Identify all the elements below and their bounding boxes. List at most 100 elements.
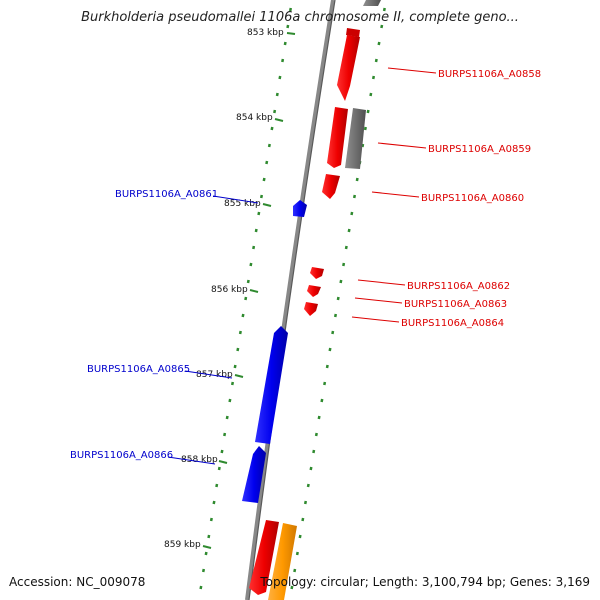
minor-tick-inner: [238, 330, 242, 335]
minor-tick-outer: [328, 347, 332, 352]
minor-tick-outer: [344, 245, 348, 250]
minor-tick-inner: [252, 245, 256, 250]
minor-tick-outer: [350, 211, 354, 216]
gene-label-a0864[interactable]: BURPS1106A_A0864: [401, 318, 504, 329]
gene-features: [242, 0, 381, 600]
minor-tick-inner: [259, 194, 264, 199]
gene-arrow-a0865[interactable]: [255, 326, 288, 444]
minor-tick-outer: [309, 466, 313, 471]
gene-label-a0865[interactable]: BURPS1106A_A0865: [87, 364, 190, 375]
accession-text: Accession: NC_009078: [9, 575, 145, 589]
gene-label-a0863[interactable]: BURPS1106A_A0863: [404, 299, 507, 310]
minor-tick-inner: [204, 551, 208, 556]
gene-label-a0860[interactable]: BURPS1106A_A0860: [421, 193, 524, 204]
gene-arrow-orange-bottom[interactable]: [268, 523, 297, 600]
leader-line-a0862: [357, 279, 406, 286]
minor-tick-outer: [317, 415, 321, 420]
minor-tick-inner: [267, 143, 271, 148]
gene-label-a0859[interactable]: BURPS1106A_A0859: [428, 144, 531, 155]
minor-tick-outer: [298, 534, 302, 539]
ruler: 853 kbp 854 kbp 855 kbp 856 kbp 857 kbp …: [164, 28, 296, 550]
minor-tick-outer: [369, 92, 373, 97]
gene-label-a0861[interactable]: BURPS1106A_A0861: [115, 189, 218, 200]
minor-tick-inner: [220, 449, 224, 454]
minor-tick-outer: [325, 364, 329, 369]
gene-arrow-a0864[interactable]: [304, 302, 318, 316]
minor-tick-inner: [275, 92, 279, 97]
map-title: Burkholderia pseudomallei 1106a chromoso…: [81, 10, 519, 25]
minor-tick-outer: [371, 75, 376, 80]
genome-backbone-shade: [248, 0, 336, 600]
minor-tick-inner: [233, 364, 237, 369]
minor-tick-inner: [241, 313, 245, 318]
ruler-label: 854 kbp: [236, 113, 273, 123]
minor-tick-outer: [342, 262, 346, 267]
minor-tick-inner: [223, 432, 227, 437]
minor-tick-outer: [352, 194, 357, 199]
gene-arrow-red-bottom[interactable]: [249, 520, 279, 595]
minor-tick-inner: [283, 41, 287, 46]
minor-tick-inner: [236, 347, 240, 352]
ruler-label: 859 kbp: [164, 540, 201, 550]
ruler-major-tick: [274, 118, 284, 122]
gene-arrow-a0859[interactable]: [327, 107, 348, 168]
gene-arrow-a0858[interactable]: [337, 35, 360, 101]
leader-line-a0858: [387, 67, 437, 74]
ruler-label: 856 kbp: [211, 285, 248, 295]
ruler-label: 855 kbp: [224, 199, 261, 209]
ruler-major-tick: [249, 289, 259, 293]
ruler-major-tick: [234, 374, 244, 378]
gene-arrow-a0862[interactable]: [310, 267, 324, 279]
gene-label-a0866[interactable]: BURPS1106A_A0866: [70, 450, 173, 461]
minor-tick-outer: [347, 228, 351, 233]
gene-arrow-gray-feature[interactable]: [345, 108, 366, 169]
minor-tick-outer: [363, 126, 367, 131]
minor-tick-outer: [301, 517, 305, 522]
gene-arrow-a0858-top: [346, 28, 360, 37]
minor-tick-inner: [265, 160, 269, 165]
minor-tick-outer: [290, 585, 294, 590]
minor-tick-outer: [323, 381, 327, 386]
ruler-major-tick: [286, 32, 296, 35]
minor-tick-inner: [212, 500, 216, 505]
gene-label-a0858[interactable]: BURPS1106A_A0858: [438, 69, 541, 80]
leader-line-a0866: [167, 456, 216, 465]
minor-tick-outer: [374, 58, 378, 63]
gene-arrow-a0860[interactable]: [322, 174, 340, 199]
minor-tick-inner: [273, 109, 277, 114]
ruler-major-tick: [262, 203, 272, 207]
minor-tick-inner: [217, 466, 221, 471]
minor-tick-outer: [303, 500, 308, 505]
gene-labels: BURPS1106A_A0858 BURPS1106A_A0859 BURPS1…: [70, 67, 541, 465]
minor-tick-inner: [201, 568, 206, 573]
gene-arrow-a0863[interactable]: [307, 285, 321, 297]
leader-line-a0861: [212, 195, 259, 204]
minor-tick-outer: [380, 24, 384, 29]
gene-arrow-gray[interactable]: [363, 0, 381, 6]
leader-line-a0860: [371, 191, 420, 198]
minor-tick-outer: [366, 109, 370, 114]
gene-arrow-a0861[interactable]: [293, 200, 307, 217]
minor-tick-inner: [246, 279, 250, 284]
minor-tick-inner: [225, 415, 229, 420]
minor-tick-outer: [361, 143, 365, 148]
minor-tick-outer: [336, 296, 340, 301]
leader-line-a0859: [377, 142, 427, 149]
ruler-label: 858 kbp: [181, 455, 218, 465]
minor-tick-inner: [249, 262, 253, 267]
minor-tick-outer: [382, 7, 386, 12]
ruler-ticks-inner: [199, 7, 293, 590]
minor-tick-inner: [278, 75, 282, 80]
genome-summary-text: Topology: circular; Length: 3,100,794 bp…: [259, 575, 590, 589]
minor-tick-outer: [320, 398, 324, 403]
minor-tick-inner: [281, 58, 285, 63]
gene-arrow-a0866[interactable]: [242, 446, 266, 503]
leader-line-a0863: [354, 297, 403, 304]
minor-tick-inner: [286, 24, 290, 29]
minor-tick-inner: [209, 517, 213, 522]
minor-tick-inner: [215, 483, 219, 488]
ruler-major-tick: [202, 545, 212, 549]
minor-tick-outer: [331, 330, 335, 335]
gene-label-a0862[interactable]: BURPS1106A_A0862: [407, 281, 510, 292]
